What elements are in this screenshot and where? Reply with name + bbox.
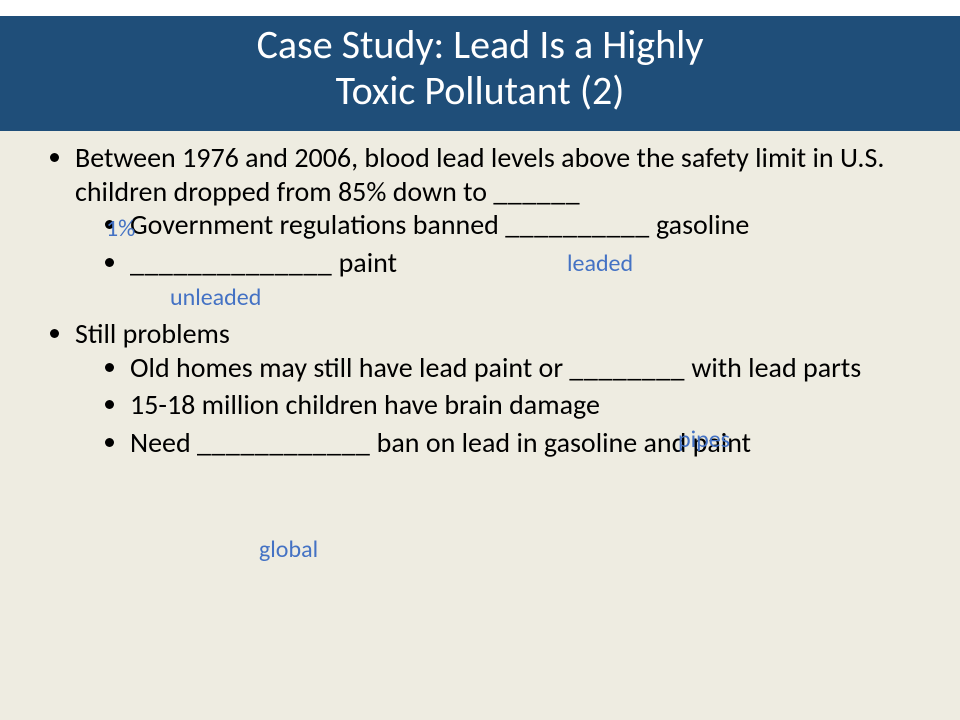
bullet-level2: Need ____________ ban on lead in gasolin… — [130, 426, 920, 460]
bullet-level2: Old homes may still have lead paint or _… — [130, 351, 920, 385]
annotation-answer: unleaded — [170, 283, 261, 312]
bullet-pre: Government regulations banned — [130, 207, 505, 242]
bullet-list-level2: Government regulations banned __________… — [75, 208, 920, 279]
bullet-post: with lead parts — [685, 350, 861, 385]
bullet-pre: Old homes may still have lead paint or — [130, 350, 569, 385]
slide-content: Between 1976 and 2006, blood lead levels… — [30, 141, 920, 459]
annotation-answer: pipes — [678, 425, 730, 454]
bullet-level2: 15-18 million children have brain damage — [130, 388, 920, 422]
slide-root: Between 1976 and 2006, blood lead levels… — [0, 0, 960, 720]
annotation-answer: global — [259, 535, 318, 564]
title-line-1: Case Study: Lead Is a Highly — [257, 20, 704, 69]
bullet-text: Between 1976 and 2006, blood lead levels… — [75, 140, 884, 209]
content-area: Between 1976 and 2006, blood lead levels… — [0, 131, 960, 720]
bullet-list-level2: Old homes may still have lead paint or _… — [75, 351, 920, 460]
fill-blank: ________ — [569, 350, 685, 385]
bullet-text: Still problems — [75, 316, 230, 351]
fill-blank: __________ — [505, 207, 649, 242]
bullet-pre: 15-18 million children have brain damage — [130, 387, 600, 422]
title-line-2: Toxic Pollutant (2) — [336, 66, 625, 115]
bullet-post: paint — [332, 245, 397, 280]
bullet-pre: Between 1976 and 2006, blood lead levels… — [75, 140, 884, 209]
bullet-list-level1: Between 1976 and 2006, blood lead levels… — [30, 141, 920, 459]
bullet-pre: Still problems — [75, 316, 230, 351]
bullet-level1: Between 1976 and 2006, blood lead levels… — [75, 141, 920, 279]
slide-title: Case Study: Lead Is a Highly Toxic Pollu… — [0, 22, 960, 114]
annotation-answer: leaded — [567, 249, 633, 278]
bullet-pre: Need — [130, 425, 197, 460]
title-band: Case Study: Lead Is a Highly Toxic Pollu… — [0, 16, 960, 131]
fill-blank: ____________ — [197, 425, 370, 460]
bullet-level1: Still problemsOld homes may still have l… — [75, 317, 920, 459]
bullet-level2: Government regulations banned __________… — [130, 208, 920, 242]
bullet-level2: ______________ paint — [130, 246, 920, 280]
annotation-answer: 1% — [106, 214, 135, 243]
fill-blank: ______ — [493, 174, 580, 209]
bullet-post: gasoline — [650, 207, 750, 242]
fill-blank: ______________ — [130, 245, 332, 280]
